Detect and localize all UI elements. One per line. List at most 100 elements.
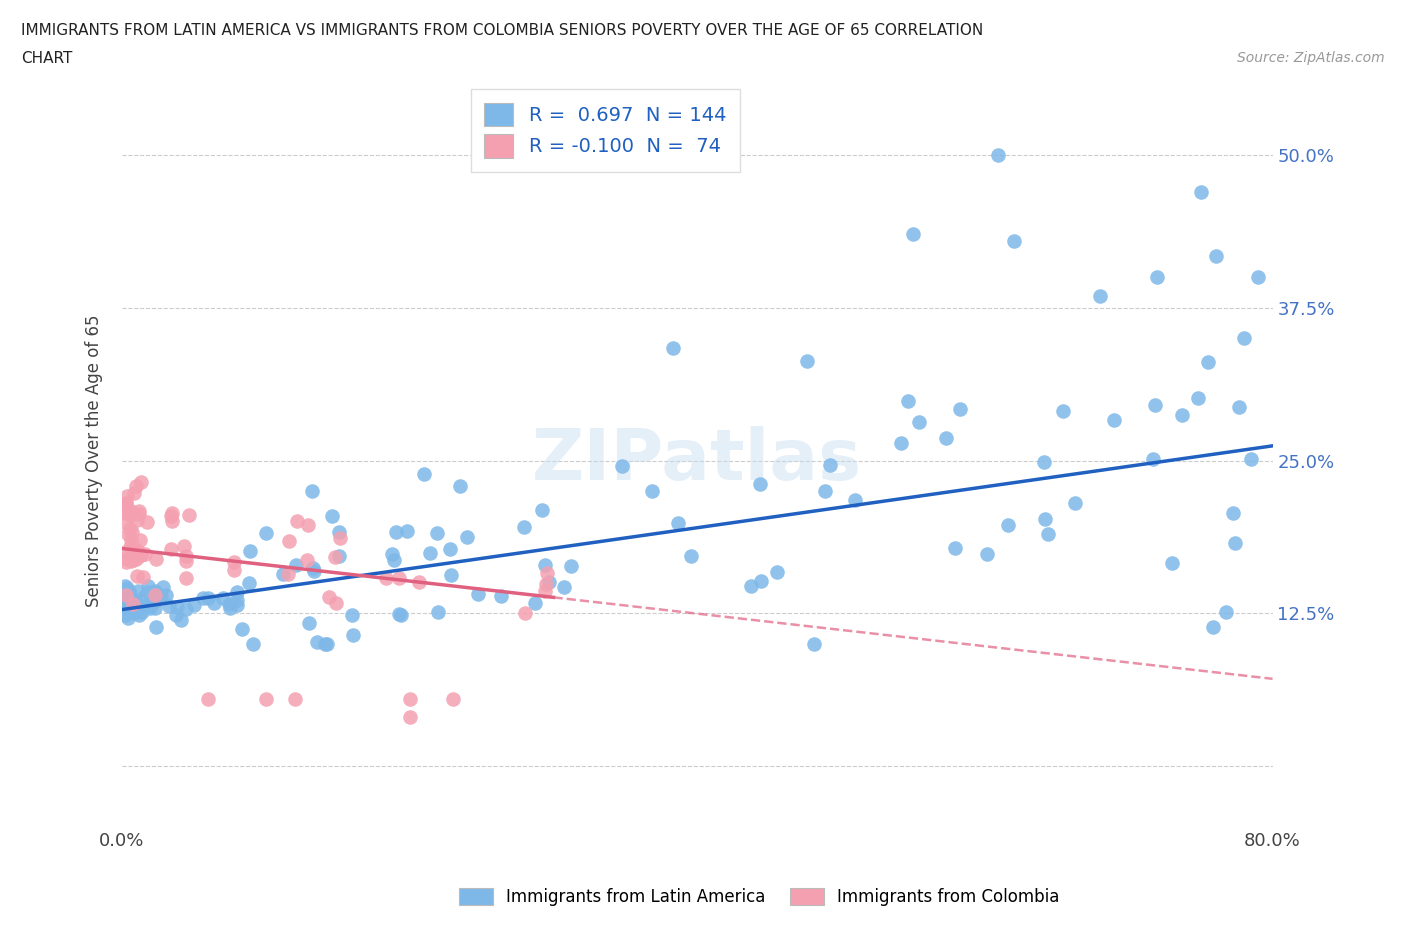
Point: [226, 597, 249, 612]
Point: [533, 558, 555, 573]
Point: [162, 506, 184, 521]
Point: [1143, 397, 1166, 412]
Point: [129, 474, 152, 489]
Point: [1002, 233, 1025, 248]
Point: [302, 564, 325, 578]
Point: [610, 458, 633, 473]
Point: [285, 514, 308, 529]
Point: [426, 525, 449, 540]
Point: [897, 393, 920, 408]
Point: [534, 583, 557, 598]
Point: [132, 599, 155, 614]
Point: [325, 550, 347, 565]
Point: [115, 554, 138, 569]
Point: [901, 227, 924, 242]
Point: [297, 517, 319, 532]
Point: [662, 340, 685, 355]
Point: [803, 636, 825, 651]
Point: [749, 477, 772, 492]
Point: [1064, 495, 1087, 510]
Point: [135, 599, 157, 614]
Point: [197, 591, 219, 605]
Point: [513, 605, 536, 620]
Point: [173, 538, 195, 553]
Point: [814, 484, 837, 498]
Point: [329, 530, 352, 545]
Point: [122, 553, 145, 568]
Point: [155, 588, 177, 603]
Point: [145, 619, 167, 634]
Point: [440, 567, 463, 582]
Point: [143, 594, 166, 609]
Point: [943, 540, 966, 555]
Point: [115, 497, 138, 512]
Point: [301, 484, 323, 498]
Point: [976, 547, 998, 562]
Point: [202, 596, 225, 611]
Point: [325, 596, 347, 611]
Point: [375, 570, 398, 585]
Point: [305, 634, 328, 649]
Point: [176, 549, 198, 564]
Legend: R =  0.697  N = 144, R = -0.100  N =  74: R = 0.697 N = 144, R = -0.100 N = 74: [471, 89, 740, 171]
Point: [152, 579, 174, 594]
Point: [278, 534, 301, 549]
Point: [122, 485, 145, 500]
Point: [118, 522, 141, 537]
Point: [143, 600, 166, 615]
Point: [121, 599, 143, 614]
Point: [1227, 399, 1250, 414]
Point: [1160, 555, 1182, 570]
Point: [117, 611, 139, 626]
Point: [1205, 248, 1227, 263]
Point: [1222, 505, 1244, 520]
Point: [381, 547, 404, 562]
Point: [159, 509, 181, 524]
Point: [467, 587, 489, 602]
Point: [907, 415, 929, 430]
Point: [128, 507, 150, 522]
Point: [117, 591, 139, 605]
Point: [277, 566, 299, 581]
Point: [388, 606, 411, 621]
Point: [1102, 412, 1125, 427]
Point: [118, 584, 141, 599]
Point: [115, 500, 138, 515]
Point: [560, 559, 582, 574]
Point: [118, 598, 141, 613]
Point: [115, 602, 138, 617]
Point: [765, 565, 787, 579]
Point: [115, 587, 138, 602]
Point: [1215, 604, 1237, 619]
Point: [117, 526, 139, 541]
Point: [114, 583, 136, 598]
Point: [145, 586, 167, 601]
Point: [145, 587, 167, 602]
Point: [537, 575, 560, 590]
Point: [177, 507, 200, 522]
Point: [295, 552, 318, 567]
Y-axis label: Seniors Poverty Over the Age of 65: Seniors Poverty Over the Age of 65: [86, 314, 103, 606]
Point: [740, 578, 762, 593]
Point: [114, 585, 136, 600]
Point: [340, 607, 363, 622]
Point: [120, 554, 142, 569]
Point: [666, 516, 689, 531]
Point: [1197, 354, 1219, 369]
Point: [128, 504, 150, 519]
Point: [150, 589, 173, 604]
Point: [384, 552, 406, 567]
Point: [1033, 512, 1056, 526]
Point: [191, 591, 214, 606]
Point: [1187, 391, 1209, 405]
Point: [844, 492, 866, 507]
Point: [114, 597, 136, 612]
Point: [219, 601, 242, 616]
Point: [115, 545, 138, 560]
Point: [749, 574, 772, 589]
Point: [132, 590, 155, 604]
Point: [174, 602, 197, 617]
Point: [212, 591, 235, 605]
Point: [224, 554, 246, 569]
Point: [935, 431, 957, 445]
